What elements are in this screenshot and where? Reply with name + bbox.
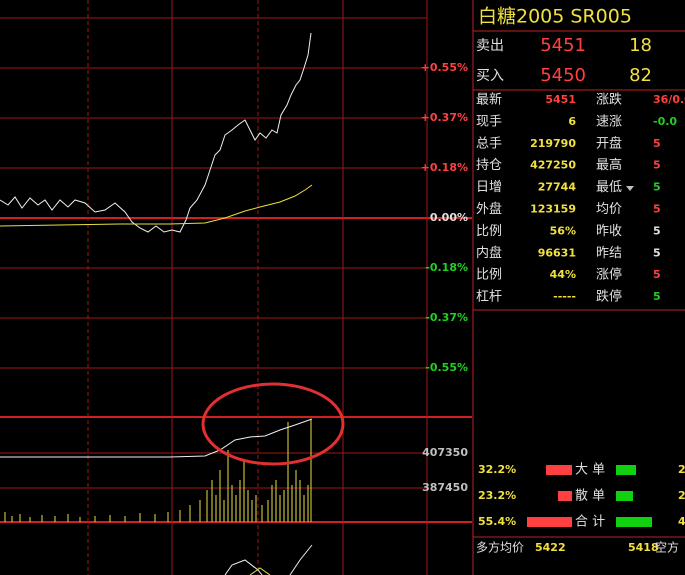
axis-label: -0.18% [425,261,468,274]
stat-value: -0.0 [653,115,677,128]
stat-value: 427250 [530,159,576,172]
stat-label: 涨跌 [596,92,622,108]
flow-bar-red [546,465,572,475]
axis-label: +0.18% [421,161,468,174]
stat-value: ----- [553,290,576,303]
stat-value: 5 [653,181,661,194]
quote-volume: 82 [629,65,652,86]
flow-value: 2 [678,463,685,476]
quote-price: 5451 [540,35,586,56]
flow-label: 合 计 [575,515,605,530]
stat-label: 比例 [476,268,502,283]
stat-value: 123159 [530,203,576,216]
stat-value: 44% [550,268,576,281]
quote-label: 买入 [476,68,504,84]
stat-label: 内盘 [476,245,502,261]
flow-bar-green [616,491,633,501]
price-line [0,32,312,233]
axis-label: 407350 [422,446,468,459]
lower-line [289,544,313,575]
axis-label: 0.00% [430,211,468,224]
volume-bars [4,420,312,522]
axis-label: 387450 [422,481,468,494]
average-line [0,184,313,227]
stat-value: 36/0.0 [653,93,685,106]
dropdown-arrow [626,186,634,191]
buy-price: 5422 [535,541,566,554]
stat-label: 外盘 [476,201,502,217]
stat-value: 6 [568,115,576,128]
buy-label: 多方均价 [476,540,524,555]
highlight-circle [201,382,345,466]
stat-label: 开盘 [596,135,622,151]
flow-bar-green [616,517,652,527]
axis-label: +0.37% [421,111,468,124]
quote-volume: 18 [629,35,652,56]
stat-label: 总手 [476,136,502,151]
axis-label: +0.55% [421,61,468,74]
stat-value: 5 [653,246,661,259]
flow-bar-red [527,517,572,527]
flow-pct: 23.2% [478,489,516,502]
stat-label: 最新 [476,92,502,108]
stat-label: 日增 [476,180,502,195]
stat-value: 27744 [538,181,577,194]
flow-label: 散 单 [575,489,605,504]
flow-bar-green [616,465,636,475]
flow-pct: 32.2% [478,463,516,476]
stat-label: 现手 [476,114,502,129]
flow-value: 2 [678,489,685,502]
stat-label: 最高 [596,157,622,173]
stat-label: 比例 [476,224,502,239]
stat-value: 5 [653,224,661,237]
stat-label: 昨结 [596,246,622,261]
stat-value: 219790 [530,137,576,150]
flow-label: 大 单 [575,463,605,478]
stat-value: 5451 [545,93,576,106]
lower-line [224,559,263,575]
stat-label: 均价 [596,202,622,217]
stat-label: 最低 [596,180,622,195]
stat-value: 56% [550,224,576,237]
sell-label: 空方 [655,540,679,555]
stat-value: 96631 [538,246,576,259]
axis-label: -0.37% [425,311,468,324]
stat-value: 5 [653,268,661,281]
stat-value: 5 [653,203,661,216]
grid [0,0,474,575]
title: 白糖2005 SR005 [478,6,632,28]
flow-value: 4 [678,515,685,528]
sell-price: 5418 [628,541,659,554]
axis-label: -0.55% [425,361,468,374]
stat-value: 5 [653,137,661,150]
stat-label: 速涨 [596,114,622,129]
flow-pct: 55.4% [478,515,516,528]
stat-label: 杠杆 [476,289,502,305]
quote-price: 5450 [540,65,586,86]
flow-bar-red [558,491,572,501]
stat-label: 昨收 [596,224,622,239]
stat-label: 涨停 [596,267,622,283]
stat-value: 5 [653,290,661,303]
stat-label: 跌停 [596,289,622,305]
lower-line [249,567,271,575]
stat-label: 持仓 [476,158,502,173]
stat-value: 5 [653,159,661,172]
open-interest-line [0,418,313,458]
quote-label: 卖出 [476,38,504,54]
